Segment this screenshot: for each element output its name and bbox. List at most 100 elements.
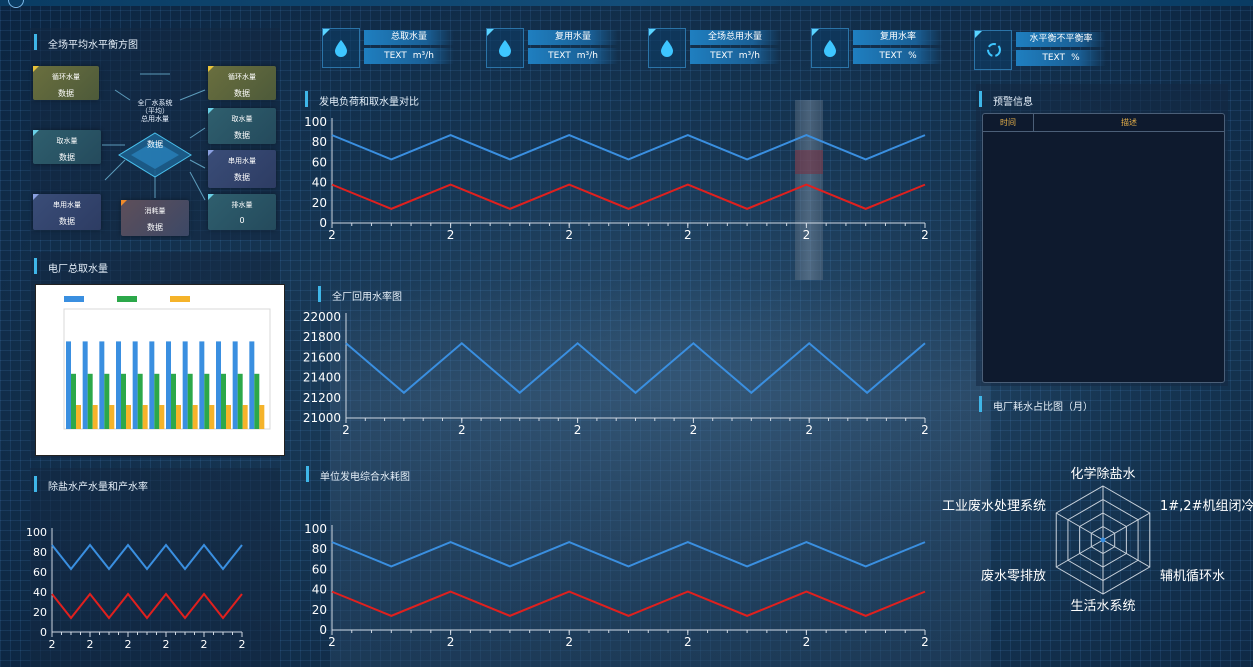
stat-value: TEXT m³/h <box>690 48 780 64</box>
flow-arrow <box>189 127 206 139</box>
bar-1-1 <box>87 373 93 429</box>
flow-arrow <box>114 89 131 101</box>
y-tick-label: 80 <box>33 546 47 559</box>
water-drop-icon <box>811 28 849 68</box>
x-tick-label: 2 <box>328 228 336 242</box>
bar-0-6 <box>166 341 171 429</box>
center-pool-inner <box>131 141 179 169</box>
bar-1-9 <box>221 373 226 429</box>
balance-box-value: 数据 <box>147 223 163 232</box>
balance-box-drain: 排水量 0 <box>208 194 276 230</box>
balance-box-intake-left: 取水量 数据 <box>33 130 101 164</box>
bar-0-11 <box>249 341 255 429</box>
series-line-0 <box>51 543 243 571</box>
balance-box-consume: 消耗量 数据 <box>121 200 189 236</box>
warning-title: 预警信息 <box>979 91 1033 108</box>
center-label-1: 全厂水系统 <box>138 98 173 107</box>
x-tick-label: 2 <box>684 228 692 242</box>
y-tick-label: 80 <box>312 542 327 556</box>
radar-spoke-2 <box>1102 539 1151 568</box>
bar-2-10 <box>242 405 248 429</box>
stat-value: TEXT% <box>1016 50 1106 66</box>
balance-box-value: 数据 <box>234 131 250 140</box>
x-tick-label: 2 <box>125 638 132 651</box>
x-tick-label: 2 <box>447 635 455 649</box>
load-line-chart: 0 20 40 60 80 100 2 2 2 2 2 2 <box>304 115 929 242</box>
balance-box-label: 取水量 <box>231 115 253 123</box>
desal-title: 除盐水产水量和产水率 <box>34 476 148 493</box>
radar-axis-label: 化学除盐水 <box>1070 466 1135 482</box>
y-tick-label: 100 <box>304 115 327 129</box>
warning-table: 时间 描述 <box>982 113 1225 383</box>
y-tick-label: 40 <box>312 176 327 190</box>
warning-col-time: 时间 <box>983 114 1034 131</box>
bar-2-8 <box>209 405 215 429</box>
center-label-2: （平均） <box>141 106 169 115</box>
radar-axis-label: 辅机循环水 <box>1160 569 1225 584</box>
stat-card-imbalance-rate: 水平衡不平衡率 TEXT% <box>974 30 1114 70</box>
series-line-1 <box>331 183 926 210</box>
x-tick-label: 2 <box>803 228 811 242</box>
flow-arrow <box>104 159 126 181</box>
stat-label: 全场总用水量 <box>690 30 780 45</box>
series-line-0 <box>345 341 926 395</box>
radar-axis-label: 废水零排放 <box>981 568 1046 584</box>
x-tick-label: 2 <box>690 423 698 437</box>
radar-spoke-1 <box>1102 512 1151 541</box>
flow-arrow <box>189 171 206 201</box>
x-tick-label: 2 <box>458 423 466 437</box>
x-tick-label: 2 <box>201 638 208 651</box>
y-tick-label: 100 <box>304 522 327 536</box>
y-tick-label: 40 <box>312 583 327 597</box>
y-tick-label: 21400 <box>303 371 341 385</box>
warning-col-desc: 描述 <box>1121 118 1137 127</box>
bar-0-3 <box>116 341 121 429</box>
stat-value-text: TEXT <box>548 51 571 61</box>
stat-label: 复用水量 <box>528 30 618 45</box>
stat-value-text: TEXT <box>710 51 733 61</box>
bar-2-2 <box>109 405 115 429</box>
radar-spoke-5 <box>1055 512 1104 541</box>
unit-title: 单位发电综合水耗图 <box>306 466 410 483</box>
water-drop-icon <box>486 28 524 68</box>
flow-arrow <box>179 89 206 101</box>
balance-box-label: 串用水量 <box>53 201 81 209</box>
legend-swatch-1 <box>117 296 137 302</box>
series-line-1 <box>331 590 926 617</box>
x-tick-label: 2 <box>87 638 94 651</box>
bar-0-9 <box>216 341 221 429</box>
series-line-0 <box>331 134 926 161</box>
x-tick-label: 2 <box>49 638 56 651</box>
y-tick-label: 20 <box>33 606 47 619</box>
bar-2-3 <box>126 405 131 429</box>
bar-1-4 <box>137 373 143 429</box>
water-drop-icon <box>648 28 686 68</box>
y-tick-label: 21600 <box>303 350 341 364</box>
y-tick-label: 0 <box>319 216 327 230</box>
top-banner <box>0 0 1253 6</box>
bar-0-0 <box>66 341 71 429</box>
bar-0-1 <box>82 341 88 429</box>
x-tick-label: 2 <box>565 228 573 242</box>
bar-1-3 <box>121 373 126 429</box>
stat-unit: m³/h <box>412 51 434 61</box>
balance-box-label: 排水量 <box>231 201 253 209</box>
stat-card-total-intake: 总取水量 TEXT m³/h <box>322 28 462 68</box>
stat-value-text: TEXT <box>384 51 407 61</box>
balance-box-intake-right: 取水量 数据 <box>208 108 276 144</box>
bar-1-2 <box>104 373 110 429</box>
intake-bar-chart <box>63 296 271 430</box>
radar-spoke-4 <box>1055 539 1104 568</box>
balance-box-label: 取水量 <box>56 137 78 145</box>
flow-arrow <box>189 159 206 169</box>
bar-1-0 <box>71 373 76 429</box>
radar-value-point <box>1100 537 1106 543</box>
balance-box-serial-left: 串用水量 数据 <box>33 194 101 230</box>
stat-label: 水平衡不平衡率 <box>1016 32 1106 47</box>
balance-box-label: 循环水量 <box>52 73 80 81</box>
stat-label: 复用水率 <box>853 30 943 45</box>
balance-box-value: 0 <box>239 216 245 225</box>
balance-box-label: 串用水量 <box>228 157 256 165</box>
bar-1-10 <box>237 373 243 429</box>
intake-bar-chart-container <box>35 284 285 456</box>
